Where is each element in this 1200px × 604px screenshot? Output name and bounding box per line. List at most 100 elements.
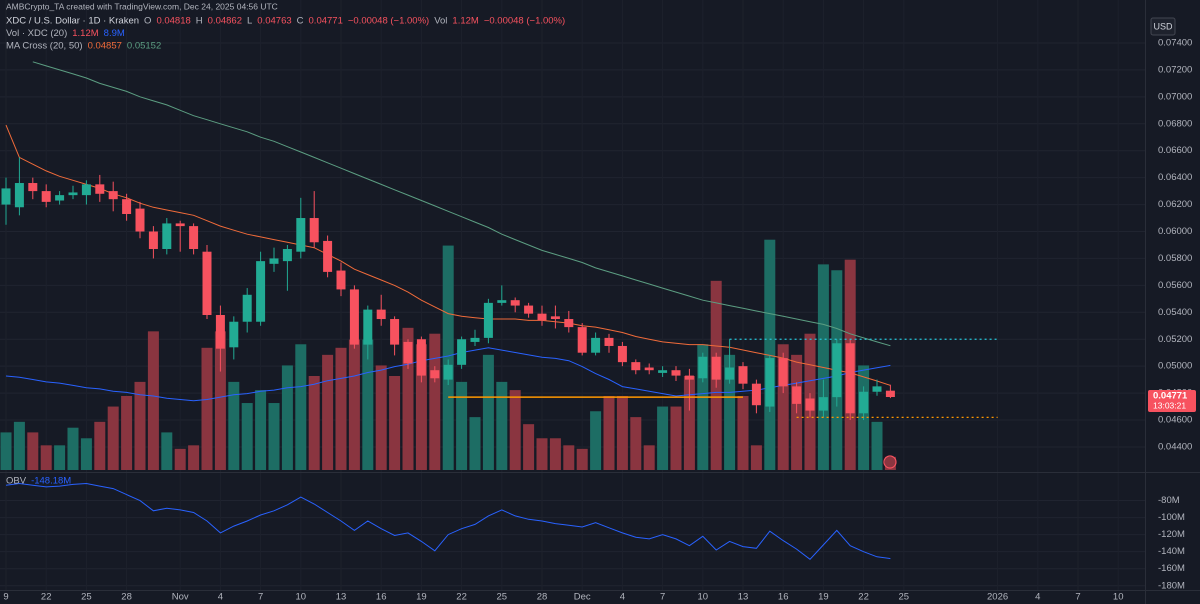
candle-body	[122, 199, 132, 214]
candle-body	[189, 226, 199, 250]
y-tick-label: 0.06600	[1158, 145, 1192, 156]
volume-bar	[576, 448, 588, 470]
candle-body	[751, 383, 761, 406]
candle-body	[805, 398, 815, 411]
y-tick-label: -100M	[1158, 512, 1185, 523]
candle-body	[242, 294, 252, 322]
y-tick-label: -120M	[1158, 529, 1185, 540]
x-tick-label: Nov	[172, 592, 189, 603]
volume-bar	[308, 376, 320, 470]
candle-body	[202, 251, 212, 315]
currency-box[interactable]	[1150, 17, 1176, 36]
candle-body	[591, 337, 601, 353]
ma-line	[32, 61, 891, 347]
replay-icon[interactable]	[883, 455, 897, 469]
volume-bar	[107, 406, 119, 470]
x-tick-label: 13	[336, 592, 347, 603]
legend-item: 1.12M	[452, 16, 478, 27]
volume-bar	[536, 438, 548, 470]
candle-body	[510, 300, 520, 306]
volume-bar	[255, 390, 267, 470]
volume-bar	[603, 395, 615, 470]
candle-body	[95, 184, 105, 194]
x-tick-label: 2026	[987, 592, 1008, 603]
volume-bar	[777, 344, 789, 470]
candle-body	[403, 341, 413, 364]
volume-bar	[295, 344, 307, 470]
y-tick-label: 0.06200	[1158, 199, 1192, 210]
candle-body	[55, 195, 65, 201]
legend-item: 1.12M	[72, 28, 98, 39]
candle-body	[604, 337, 614, 346]
volume-bar	[67, 427, 79, 470]
volume-bar	[616, 395, 628, 470]
currency[interactable]: USD	[1153, 21, 1173, 31]
volume-bar	[884, 456, 896, 470]
volume-bar	[80, 438, 92, 470]
candle-body	[376, 309, 386, 320]
candle-body	[443, 364, 453, 380]
x-tick-label: 28	[121, 592, 132, 603]
y-tick-label: -160M	[1158, 563, 1185, 574]
y-tick-label: 0.07000	[1158, 91, 1192, 102]
volume-bar	[13, 421, 25, 470]
y-tick-label: 0.06800	[1158, 118, 1192, 129]
volume-bar	[335, 347, 347, 470]
volume-bar	[201, 347, 213, 470]
legend-item: O	[144, 16, 151, 27]
volume-bar	[174, 448, 186, 470]
candle-body	[68, 192, 78, 196]
volume-bar	[241, 403, 253, 470]
volume-bar	[670, 406, 682, 470]
volume-bar	[549, 438, 561, 470]
candle-body	[229, 321, 239, 348]
candle-body	[14, 183, 24, 208]
volume-bar	[322, 354, 334, 470]
icon-ring[interactable]	[883, 455, 897, 469]
candle-body	[859, 391, 869, 414]
volume-bar	[563, 445, 575, 470]
candle-body	[885, 390, 895, 398]
volume-bar	[0, 432, 12, 470]
x-tick-label: 22	[858, 592, 869, 603]
x-tick-label: 7	[258, 592, 263, 603]
x-tick-label: 16	[376, 592, 387, 603]
volume-bar	[496, 381, 508, 470]
x-tick-label: 9	[3, 592, 8, 603]
volume-bar	[442, 245, 454, 470]
legend-item: 0.04818	[156, 16, 190, 27]
candle-body	[135, 208, 145, 232]
candle-body	[256, 261, 266, 322]
volume-bar	[161, 432, 173, 470]
x-tick-label: 4	[620, 592, 625, 603]
x-tick-label: 19	[416, 592, 427, 603]
y-tick-label: 0.07400	[1158, 37, 1192, 48]
volume-bar	[362, 339, 374, 470]
x-tick-label: 25	[81, 592, 92, 603]
x-tick-label: 4	[1035, 592, 1040, 603]
x-tick-label: 7	[660, 592, 665, 603]
volume-bar	[147, 331, 159, 470]
volume-ma-line	[5, 347, 891, 402]
y-tick-label: 0.05000	[1158, 361, 1192, 372]
legend-item: L	[247, 16, 252, 27]
x-tick-label: 25	[899, 592, 910, 603]
volume-bar	[54, 445, 66, 470]
legend-item: −0.00048 (−1.00%)	[348, 16, 429, 27]
y-tick-label: -80M	[1158, 495, 1180, 506]
candle-body	[617, 345, 627, 363]
candle-body	[524, 305, 534, 314]
volume-bar	[737, 395, 749, 470]
obv-line	[5, 482, 891, 560]
volume-bar	[348, 339, 360, 470]
volume-bar	[683, 376, 695, 470]
legend-item: H	[196, 16, 203, 27]
candle-body	[41, 191, 51, 202]
y-tick-label: 0.07200	[1158, 64, 1192, 75]
volume-bar	[630, 417, 642, 470]
candle-body	[832, 343, 842, 398]
legend-item: 0.04763	[257, 16, 291, 27]
volume-bar	[281, 365, 293, 470]
volume-bar	[657, 406, 669, 470]
